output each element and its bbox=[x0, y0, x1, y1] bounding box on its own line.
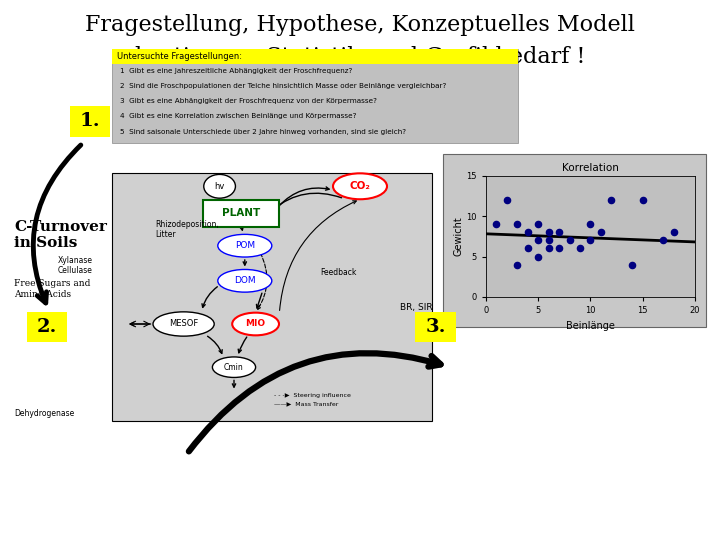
Text: MESOF: MESOF bbox=[169, 320, 198, 328]
Point bbox=[512, 260, 523, 269]
FancyArrowPatch shape bbox=[279, 201, 356, 310]
FancyArrowPatch shape bbox=[258, 253, 267, 309]
Text: POM: POM bbox=[235, 241, 255, 250]
Text: BR, SIR: BR, SIR bbox=[400, 303, 432, 312]
Ellipse shape bbox=[218, 269, 272, 292]
Text: 1  Gibt es eine Jahreszeitliche Abhängigkeit der Froschfrequenz?: 1 Gibt es eine Jahreszeitliche Abhängigk… bbox=[120, 68, 353, 74]
Point bbox=[554, 244, 565, 253]
Circle shape bbox=[204, 174, 235, 198]
Title: Korrelation: Korrelation bbox=[562, 163, 618, 173]
Text: ——▶  Mass Transfer: ——▶ Mass Transfer bbox=[274, 401, 338, 407]
FancyArrowPatch shape bbox=[221, 201, 225, 210]
Point bbox=[668, 228, 680, 237]
Text: Cmin: Cmin bbox=[224, 363, 244, 372]
Point bbox=[637, 195, 649, 204]
FancyArrowPatch shape bbox=[207, 336, 222, 353]
Text: Rhizodeposition,
Litter: Rhizodeposition, Litter bbox=[155, 220, 219, 239]
Point bbox=[533, 236, 544, 245]
Point bbox=[585, 236, 596, 245]
Text: 3  Gibt es eine Abhängigkeit der Froschfrequenz von der Körpermasse?: 3 Gibt es eine Abhängigkeit der Froschfr… bbox=[120, 98, 377, 104]
FancyArrowPatch shape bbox=[33, 145, 81, 303]
Point bbox=[543, 228, 554, 237]
Point bbox=[522, 228, 534, 237]
FancyArrowPatch shape bbox=[189, 353, 441, 451]
Text: DOM: DOM bbox=[234, 276, 256, 285]
Point bbox=[626, 260, 638, 269]
Text: 4  Gibt es eine Korrelation zwischen Beinlänge und Körpermasse?: 4 Gibt es eine Korrelation zwischen Bein… bbox=[120, 113, 356, 119]
Text: C-Turnover
in Soils: C-Turnover in Soils bbox=[14, 220, 107, 250]
Point bbox=[543, 236, 554, 245]
Point bbox=[533, 252, 544, 261]
X-axis label: Beinlänge: Beinlänge bbox=[566, 321, 615, 330]
FancyBboxPatch shape bbox=[70, 106, 110, 137]
FancyBboxPatch shape bbox=[112, 49, 518, 143]
FancyBboxPatch shape bbox=[112, 173, 432, 421]
Ellipse shape bbox=[232, 313, 279, 335]
Text: 5  Sind saisonale Unterschiede über 2 Jahre hinweg vorhanden, sind sie gleich?: 5 Sind saisonale Unterschiede über 2 Jah… bbox=[120, 129, 406, 134]
Ellipse shape bbox=[333, 173, 387, 199]
Text: hv: hv bbox=[215, 182, 225, 191]
Ellipse shape bbox=[153, 312, 215, 336]
Ellipse shape bbox=[218, 234, 272, 257]
FancyBboxPatch shape bbox=[112, 49, 518, 64]
Point bbox=[606, 195, 617, 204]
FancyBboxPatch shape bbox=[443, 154, 706, 327]
Point bbox=[512, 220, 523, 228]
Text: CO₂: CO₂ bbox=[350, 181, 370, 191]
Y-axis label: Gewicht: Gewicht bbox=[454, 217, 464, 256]
Text: Feedback: Feedback bbox=[320, 268, 357, 277]
FancyArrowPatch shape bbox=[238, 337, 247, 353]
Text: 1.: 1. bbox=[80, 112, 100, 131]
FancyArrowPatch shape bbox=[233, 380, 235, 387]
Text: Xylanase
Cellulase: Xylanase Cellulase bbox=[58, 256, 93, 275]
Point bbox=[658, 236, 670, 245]
Text: Dehydrogenase: Dehydrogenase bbox=[14, 409, 75, 417]
Ellipse shape bbox=[212, 357, 256, 377]
Text: Free Sugars and
Amino Acids: Free Sugars and Amino Acids bbox=[14, 279, 91, 299]
FancyArrowPatch shape bbox=[202, 287, 217, 307]
Point bbox=[585, 220, 596, 228]
FancyArrowPatch shape bbox=[279, 187, 329, 206]
FancyArrowPatch shape bbox=[240, 226, 243, 230]
Point bbox=[595, 228, 607, 237]
Text: bestimmen Statistik- und Grafikbedarf !: bestimmen Statistik- und Grafikbedarf ! bbox=[135, 46, 585, 68]
Text: Untersuchte Fragestellungen:: Untersuchte Fragestellungen: bbox=[117, 52, 243, 60]
Point bbox=[533, 220, 544, 228]
Text: - - -▶  Steering influence: - - -▶ Steering influence bbox=[274, 393, 351, 398]
Text: MIO: MIO bbox=[246, 320, 266, 328]
Text: Fragestellung, Hypothese, Konzeptuelles Modell: Fragestellung, Hypothese, Konzeptuelles … bbox=[85, 14, 635, 36]
Point bbox=[543, 244, 554, 253]
Text: 2  Sind die Froschpopulationen der Teiche hinsichtlich Masse oder Beinlänge verg: 2 Sind die Froschpopulationen der Teiche… bbox=[120, 83, 446, 89]
Text: PLANT: PLANT bbox=[222, 208, 261, 218]
Text: 2.: 2. bbox=[37, 318, 57, 336]
Point bbox=[491, 220, 503, 228]
Text: 3.: 3. bbox=[426, 318, 446, 336]
FancyBboxPatch shape bbox=[203, 200, 279, 227]
Point bbox=[501, 195, 513, 204]
FancyArrowPatch shape bbox=[130, 322, 150, 326]
FancyArrowPatch shape bbox=[243, 260, 246, 265]
FancyArrowPatch shape bbox=[256, 293, 262, 308]
FancyBboxPatch shape bbox=[415, 312, 456, 342]
Point bbox=[554, 228, 565, 237]
Point bbox=[522, 244, 534, 253]
Point bbox=[564, 236, 575, 245]
FancyBboxPatch shape bbox=[27, 312, 67, 342]
FancyArrowPatch shape bbox=[274, 193, 341, 210]
Point bbox=[575, 244, 586, 253]
